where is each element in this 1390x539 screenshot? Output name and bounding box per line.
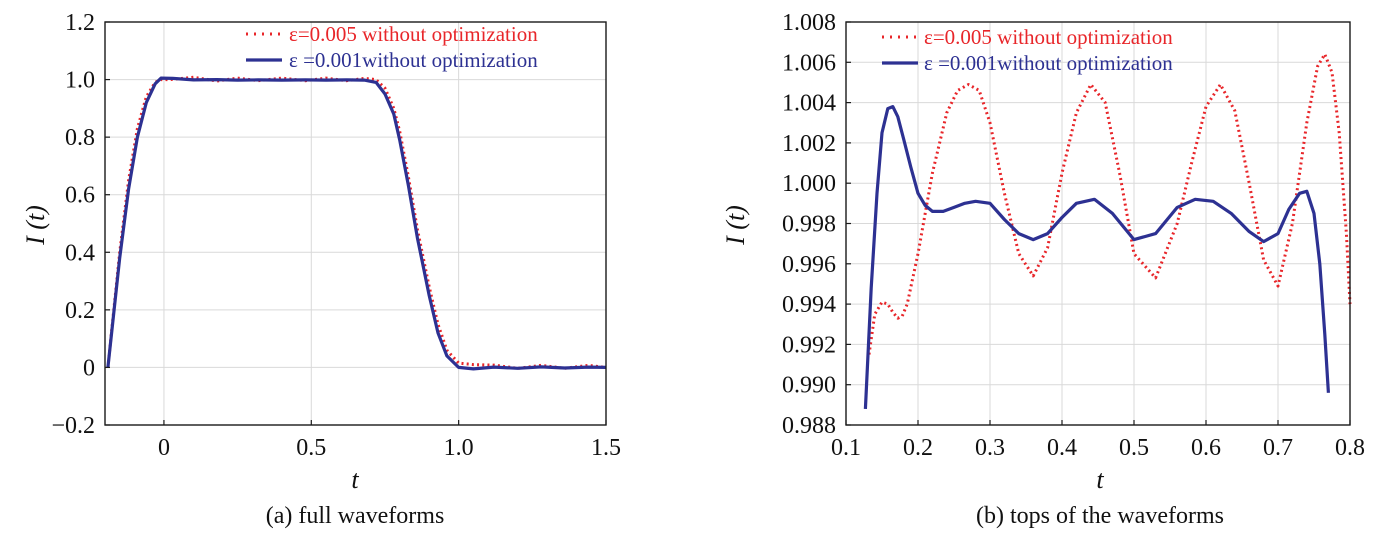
x-tick-label: 0.6 [1191,435,1221,461]
x-tick-label: 0.1 [831,435,861,461]
y-tick-label: 0.988 [782,413,836,439]
x-tick-label: 1.5 [591,435,621,461]
legend-label: ε=0.005 without optimization [289,22,538,46]
y-axis-label: I (t) [21,205,50,246]
x-tick-label: 0.8 [1335,435,1365,461]
y-tick-label: 0.990 [782,373,836,399]
y-tick-label: 1.002 [782,131,836,157]
y-tick-label: 1.008 [782,10,836,36]
series-line-eps-0.005 [106,75,607,370]
chart-tops-of-waveforms: 0.1 0.2 0.3 0.4 0.5 0.6 0.7 0.8 0.988 0.990 0.992 0… [721,10,1365,529]
legend-label: ε =0.001without optimization [924,51,1173,75]
legend-label: ε=0.005 without optimization [924,25,1173,49]
y-tick-label: 1.000 [782,171,836,197]
y-tick-label: 1.2 [65,10,95,36]
y-axis-label: I (t) [721,205,750,246]
y-tick-label: 1.006 [782,50,836,76]
figure-caption: (a) full waveforms [266,503,445,529]
figure-caption: (b) tops of the waveforms [976,503,1224,529]
x-axis-label: t [1096,465,1104,494]
x-tick-label: 0.3 [975,435,1005,461]
y-tick-label: 0.998 [782,212,836,238]
y-tick-label: 0.996 [782,252,836,278]
x-tick-label: 0.2 [903,435,933,461]
y-tick-label: 0.8 [65,125,95,151]
x-tick-label: 0 [158,435,170,461]
series-line-eps-0.001 [863,104,1330,409]
y-tick-label: 0.2 [65,298,95,324]
y-tick-label: 0 [83,355,95,381]
x-tick-label: 0.4 [1047,435,1077,461]
x-tick-label: 0.5 [296,435,326,461]
legend-label: ε =0.001without optimization [289,48,538,72]
series-line-eps-0.001 [106,76,607,371]
x-tick-label: 1.0 [444,435,474,461]
x-tick-label: 0.5 [1119,435,1149,461]
y-tick-label: 0.994 [782,292,836,318]
y-tick-label: 1.0 [65,68,95,94]
series-line-eps-0.005 [867,52,1352,355]
y-tick-label: −0.2 [51,413,95,439]
x-axis-label: t [351,465,359,494]
y-tick-label: 0.6 [65,183,95,209]
axes-frame [104,21,607,426]
y-tick-label: 0.992 [782,332,836,358]
plot-area [105,22,606,425]
y-tick-label: 0.4 [65,240,95,266]
x-tick-label: 0.7 [1263,435,1293,461]
y-tick-label: 1.004 [782,91,836,117]
chart-full-waveforms: 0 0.5 1.0 1.5 −0.2 0 0.2 0.4 0.6 0.8 1.0 1.2 t I (t) (… [21,10,621,529]
